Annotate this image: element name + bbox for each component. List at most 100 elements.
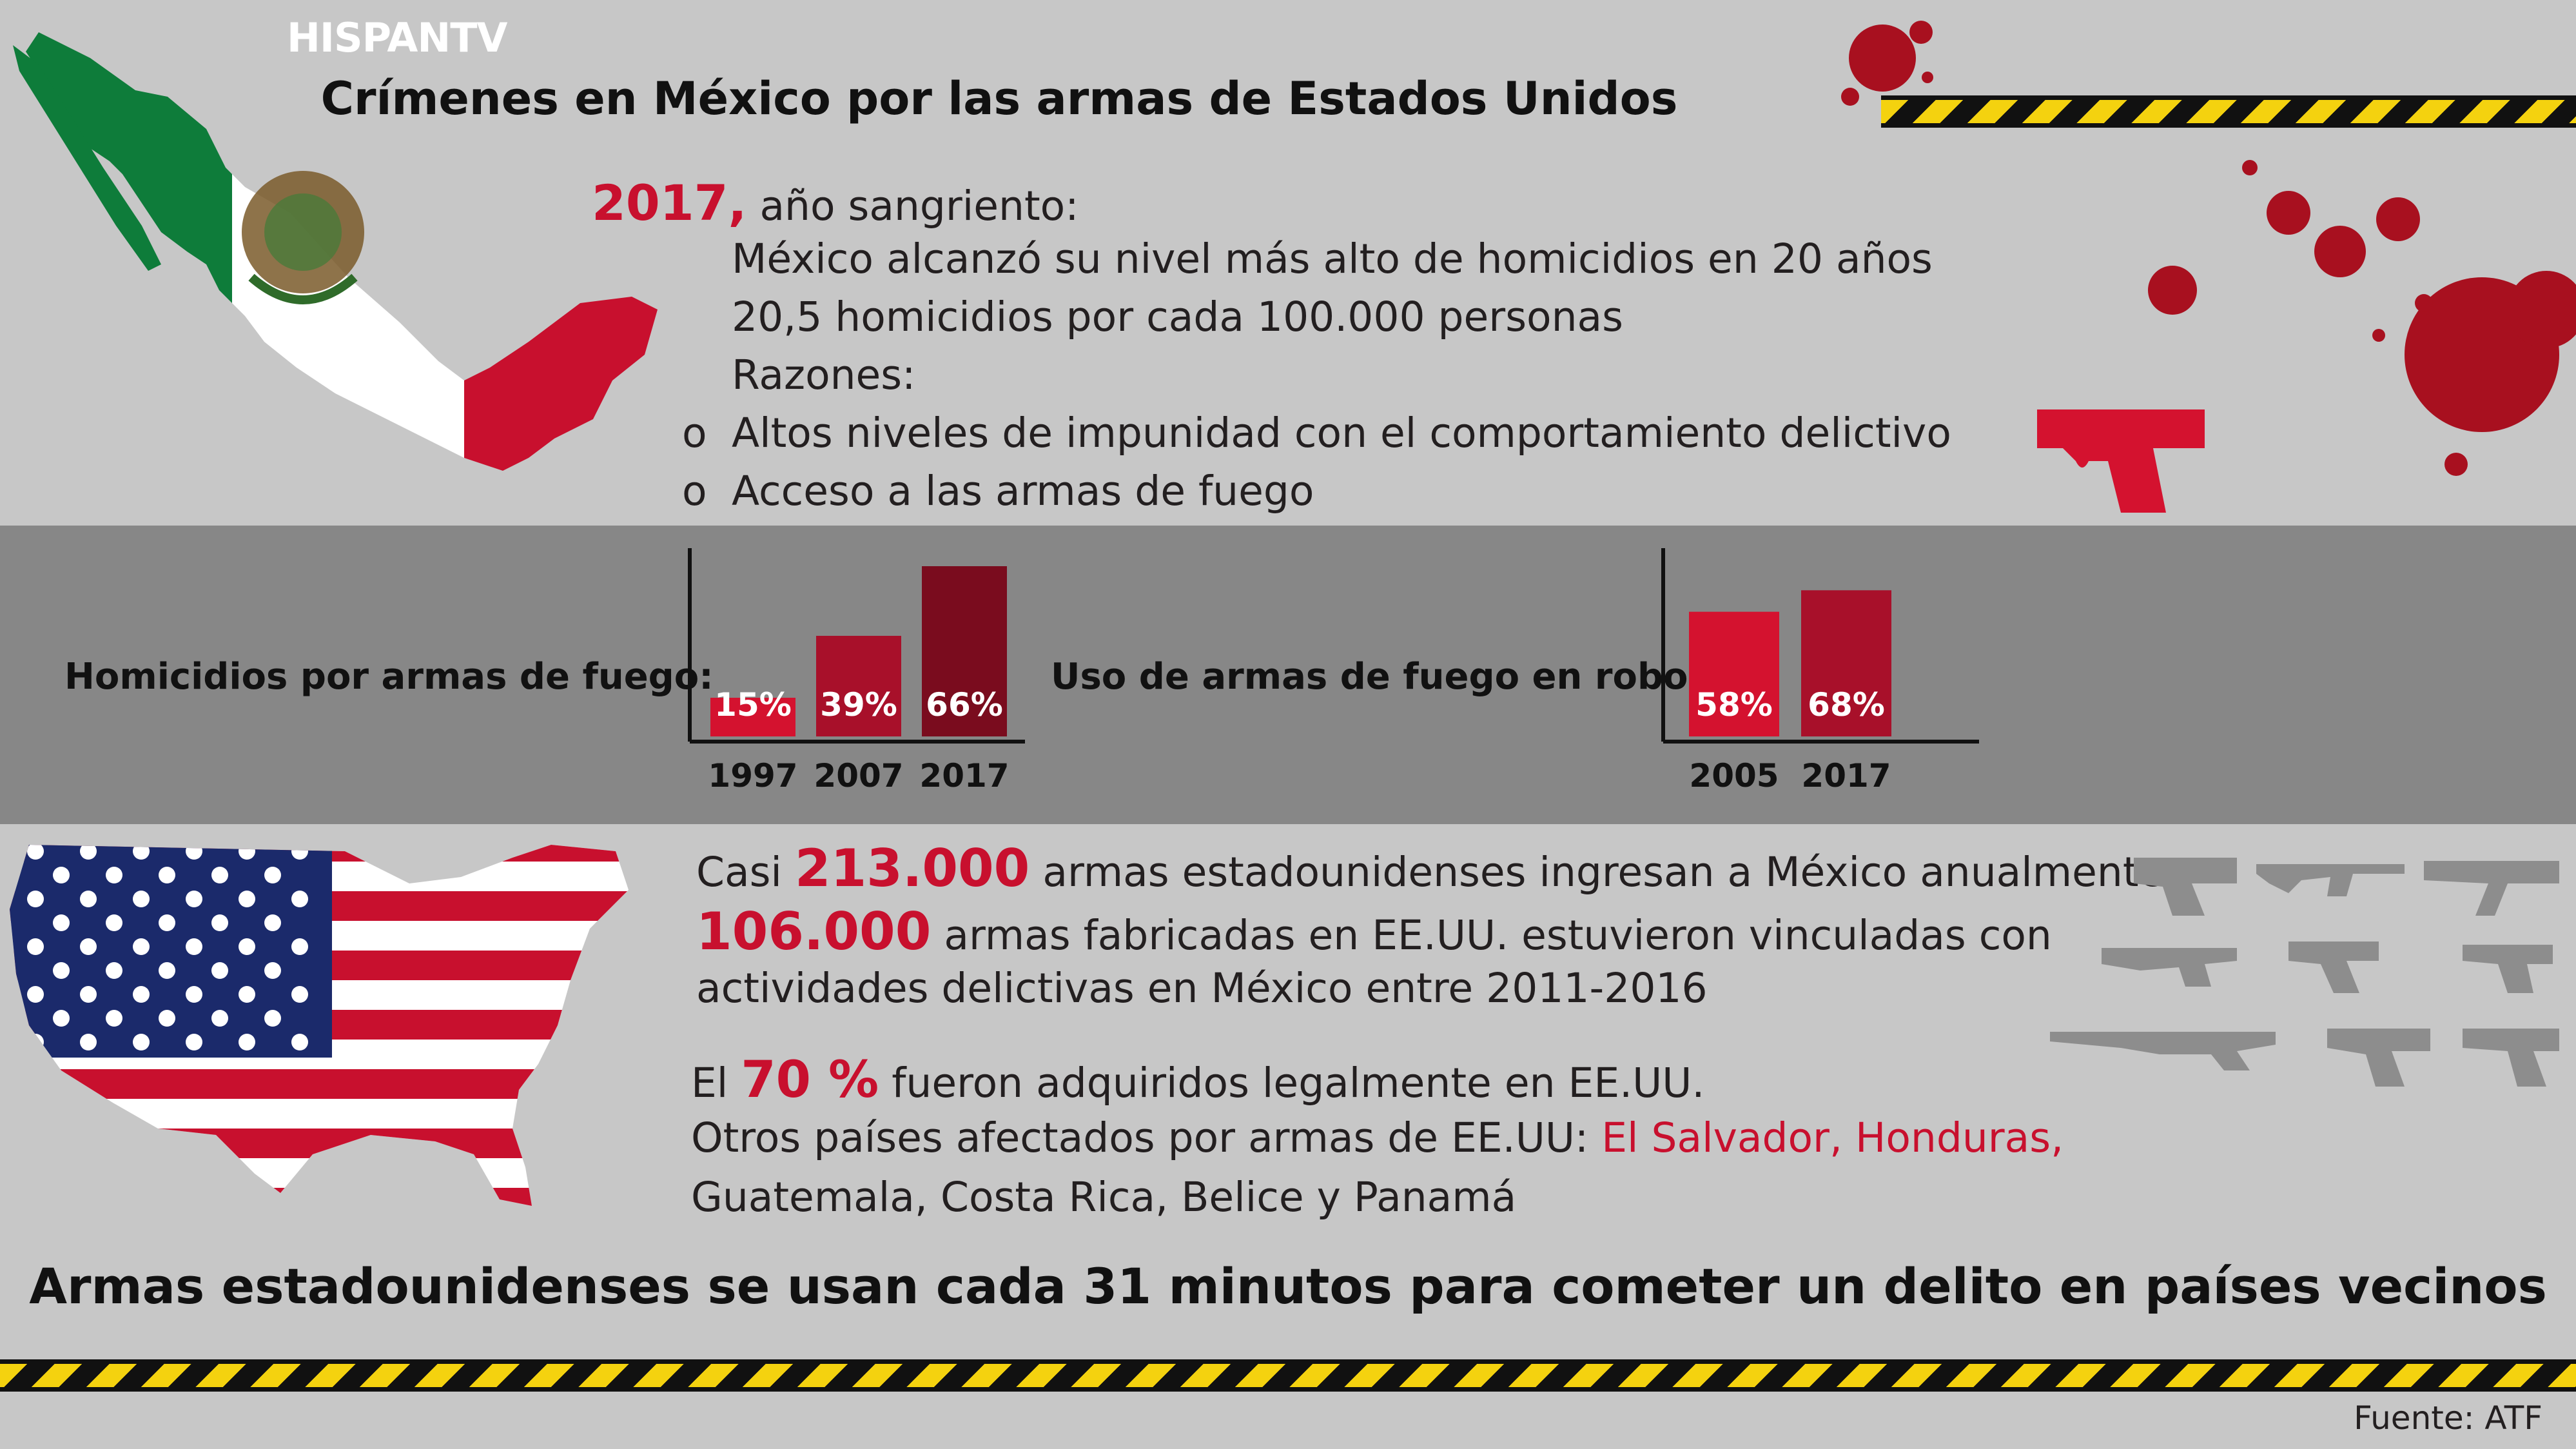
- year-label: año sangriento:: [759, 182, 1079, 230]
- category-tick-label: 2005: [1689, 757, 1779, 794]
- bar: [710, 698, 795, 736]
- flag-star: [211, 962, 228, 979]
- flag-star: [80, 891, 97, 907]
- bar-value-label: 68%: [1808, 686, 1885, 724]
- countries-list: El Salvador, Honduras,: [1601, 1114, 2064, 1161]
- flag-star: [291, 986, 308, 1003]
- hazard-tape-top: [1881, 95, 2576, 128]
- mexico-flag-map-icon: [13, 32, 658, 471]
- flag-star: [264, 1010, 281, 1027]
- flag-star: [264, 914, 281, 931]
- flag-star: [239, 1034, 255, 1050]
- flag-star: [80, 986, 97, 1003]
- flag-star: [27, 1034, 44, 1050]
- year-heading: 2017, año sangriento:: [592, 174, 1078, 232]
- flag-star: [133, 891, 150, 907]
- year-line: México alcanzó su nivel más alto de homi…: [732, 235, 1933, 282]
- gun-silhouettes-icon: [2050, 858, 2559, 1087]
- flag-star: [239, 845, 255, 860]
- flag-star: [291, 938, 308, 955]
- flag-star: [159, 914, 175, 931]
- flag-star: [27, 891, 44, 907]
- flag-star: [53, 914, 70, 931]
- stats-band: [0, 526, 2576, 824]
- bar-value-label: 15%: [714, 686, 792, 724]
- flag-star: [159, 962, 175, 979]
- flag-star: [264, 867, 281, 883]
- flag-star: [106, 914, 122, 931]
- flag-star: [106, 867, 122, 883]
- bar: [816, 636, 901, 736]
- flag-star: [27, 845, 44, 860]
- chart-title-robberies: Uso de armas de fuego en robos:: [1051, 656, 1724, 698]
- flag-star: [239, 986, 255, 1003]
- flag-star: [53, 1010, 70, 1027]
- stat-text: Otros países afectados por armas de EE.U…: [691, 1114, 1589, 1161]
- flag-star: [53, 962, 70, 979]
- flag-star: [53, 867, 70, 883]
- flag-star: [27, 938, 44, 955]
- stat-line-period: actividades delictivas en México entre 2…: [696, 965, 1708, 1012]
- flag-star: [211, 1010, 228, 1027]
- bar-value-label: 66%: [926, 686, 1003, 724]
- bottom-claim: Armas estadounidenses se usan cada 31 mi…: [29, 1257, 2547, 1315]
- bar-chart-robberies: 58% 2005 68% 2017: [1661, 548, 1979, 794]
- source-note: Fuente: ATF: [2354, 1399, 2542, 1437]
- flag-star: [239, 891, 255, 907]
- chart-title-homicides: Homicidios por armas de fuego:: [64, 656, 714, 698]
- bullet-marker: o: [682, 468, 707, 515]
- flag-star: [264, 962, 281, 979]
- flag-star: [133, 938, 150, 955]
- stat-number: 106.000: [696, 902, 932, 961]
- flag-star: [133, 986, 150, 1003]
- flag-star: [80, 1034, 97, 1050]
- category-tick-label: 2017: [919, 757, 1009, 794]
- flag-star: [159, 1010, 175, 1027]
- brand-logo: HISPANTV: [287, 14, 508, 61]
- red-pistol-icon: [2037, 409, 2205, 513]
- flag-star: [106, 962, 122, 979]
- stat-text: Casi: [696, 849, 782, 896]
- bar: [1689, 611, 1779, 736]
- stat-text: El: [691, 1060, 728, 1107]
- bar-chart-homicides: 15% 1997 39% 2007 66% 2017: [688, 548, 1025, 794]
- year-value: 2017,: [592, 174, 747, 232]
- flag-star: [186, 845, 202, 860]
- flag-star: [80, 938, 97, 955]
- blood-splatter-icon: [2148, 160, 2576, 476]
- flag-star: [291, 1034, 308, 1050]
- flag-star: [80, 845, 97, 860]
- hazard-tape-bottom: [0, 1359, 2576, 1392]
- category-tick-label: 2007: [814, 757, 903, 794]
- category-tick-label: 1997: [708, 757, 797, 794]
- bar-value-label: 58%: [1695, 686, 1773, 724]
- bar-value-label: 39%: [820, 686, 897, 724]
- flag-star: [211, 867, 228, 883]
- flag-star: [186, 1034, 202, 1050]
- stat-text: armas estadounidenses ingresan a México …: [1042, 849, 2164, 896]
- flag-star: [211, 914, 228, 931]
- bullet-marker: o: [682, 409, 707, 457]
- stat-text: armas fabricadas en EE.UU. estuvieron vi…: [944, 912, 2052, 959]
- stat-line-legal: El 70 % fueron adquiridos legalmente en …: [691, 1051, 1704, 1109]
- stat-line-annual: Casi 213.000 armas estadounidenses ingre…: [696, 838, 2163, 898]
- flag-star: [186, 986, 202, 1003]
- flag-star: [186, 938, 202, 955]
- stat-line-linked: 106.000 armas fabricadas en EE.UU. estuv…: [696, 902, 2052, 961]
- stat-number: 70 %: [741, 1051, 879, 1109]
- bullet-item: Altos niveles de impunidad con el compor…: [732, 409, 1951, 457]
- stat-line-countries: Otros países afectados por armas de EE.U…: [691, 1114, 2064, 1161]
- usa-flag-map-icon: [10, 845, 629, 1206]
- flag-star: [133, 1034, 150, 1050]
- blood-splatter-icon: [1841, 21, 1933, 106]
- flag-star: [239, 938, 255, 955]
- category-tick-label: 2017: [1801, 757, 1891, 794]
- stat-text: fueron adquiridos legalmente en EE.UU.: [892, 1060, 1705, 1107]
- flag-star: [106, 1010, 122, 1027]
- countries-list: Guatemala, Costa Rica, Belice y Panamá: [691, 1174, 1517, 1221]
- bullet-item: Acceso a las armas de fuego: [732, 468, 1314, 515]
- bar: [1801, 590, 1891, 736]
- flag-star: [291, 891, 308, 907]
- year-line: Razones:: [732, 351, 916, 399]
- page-title: Crímenes en México por las armas de Esta…: [320, 72, 1678, 125]
